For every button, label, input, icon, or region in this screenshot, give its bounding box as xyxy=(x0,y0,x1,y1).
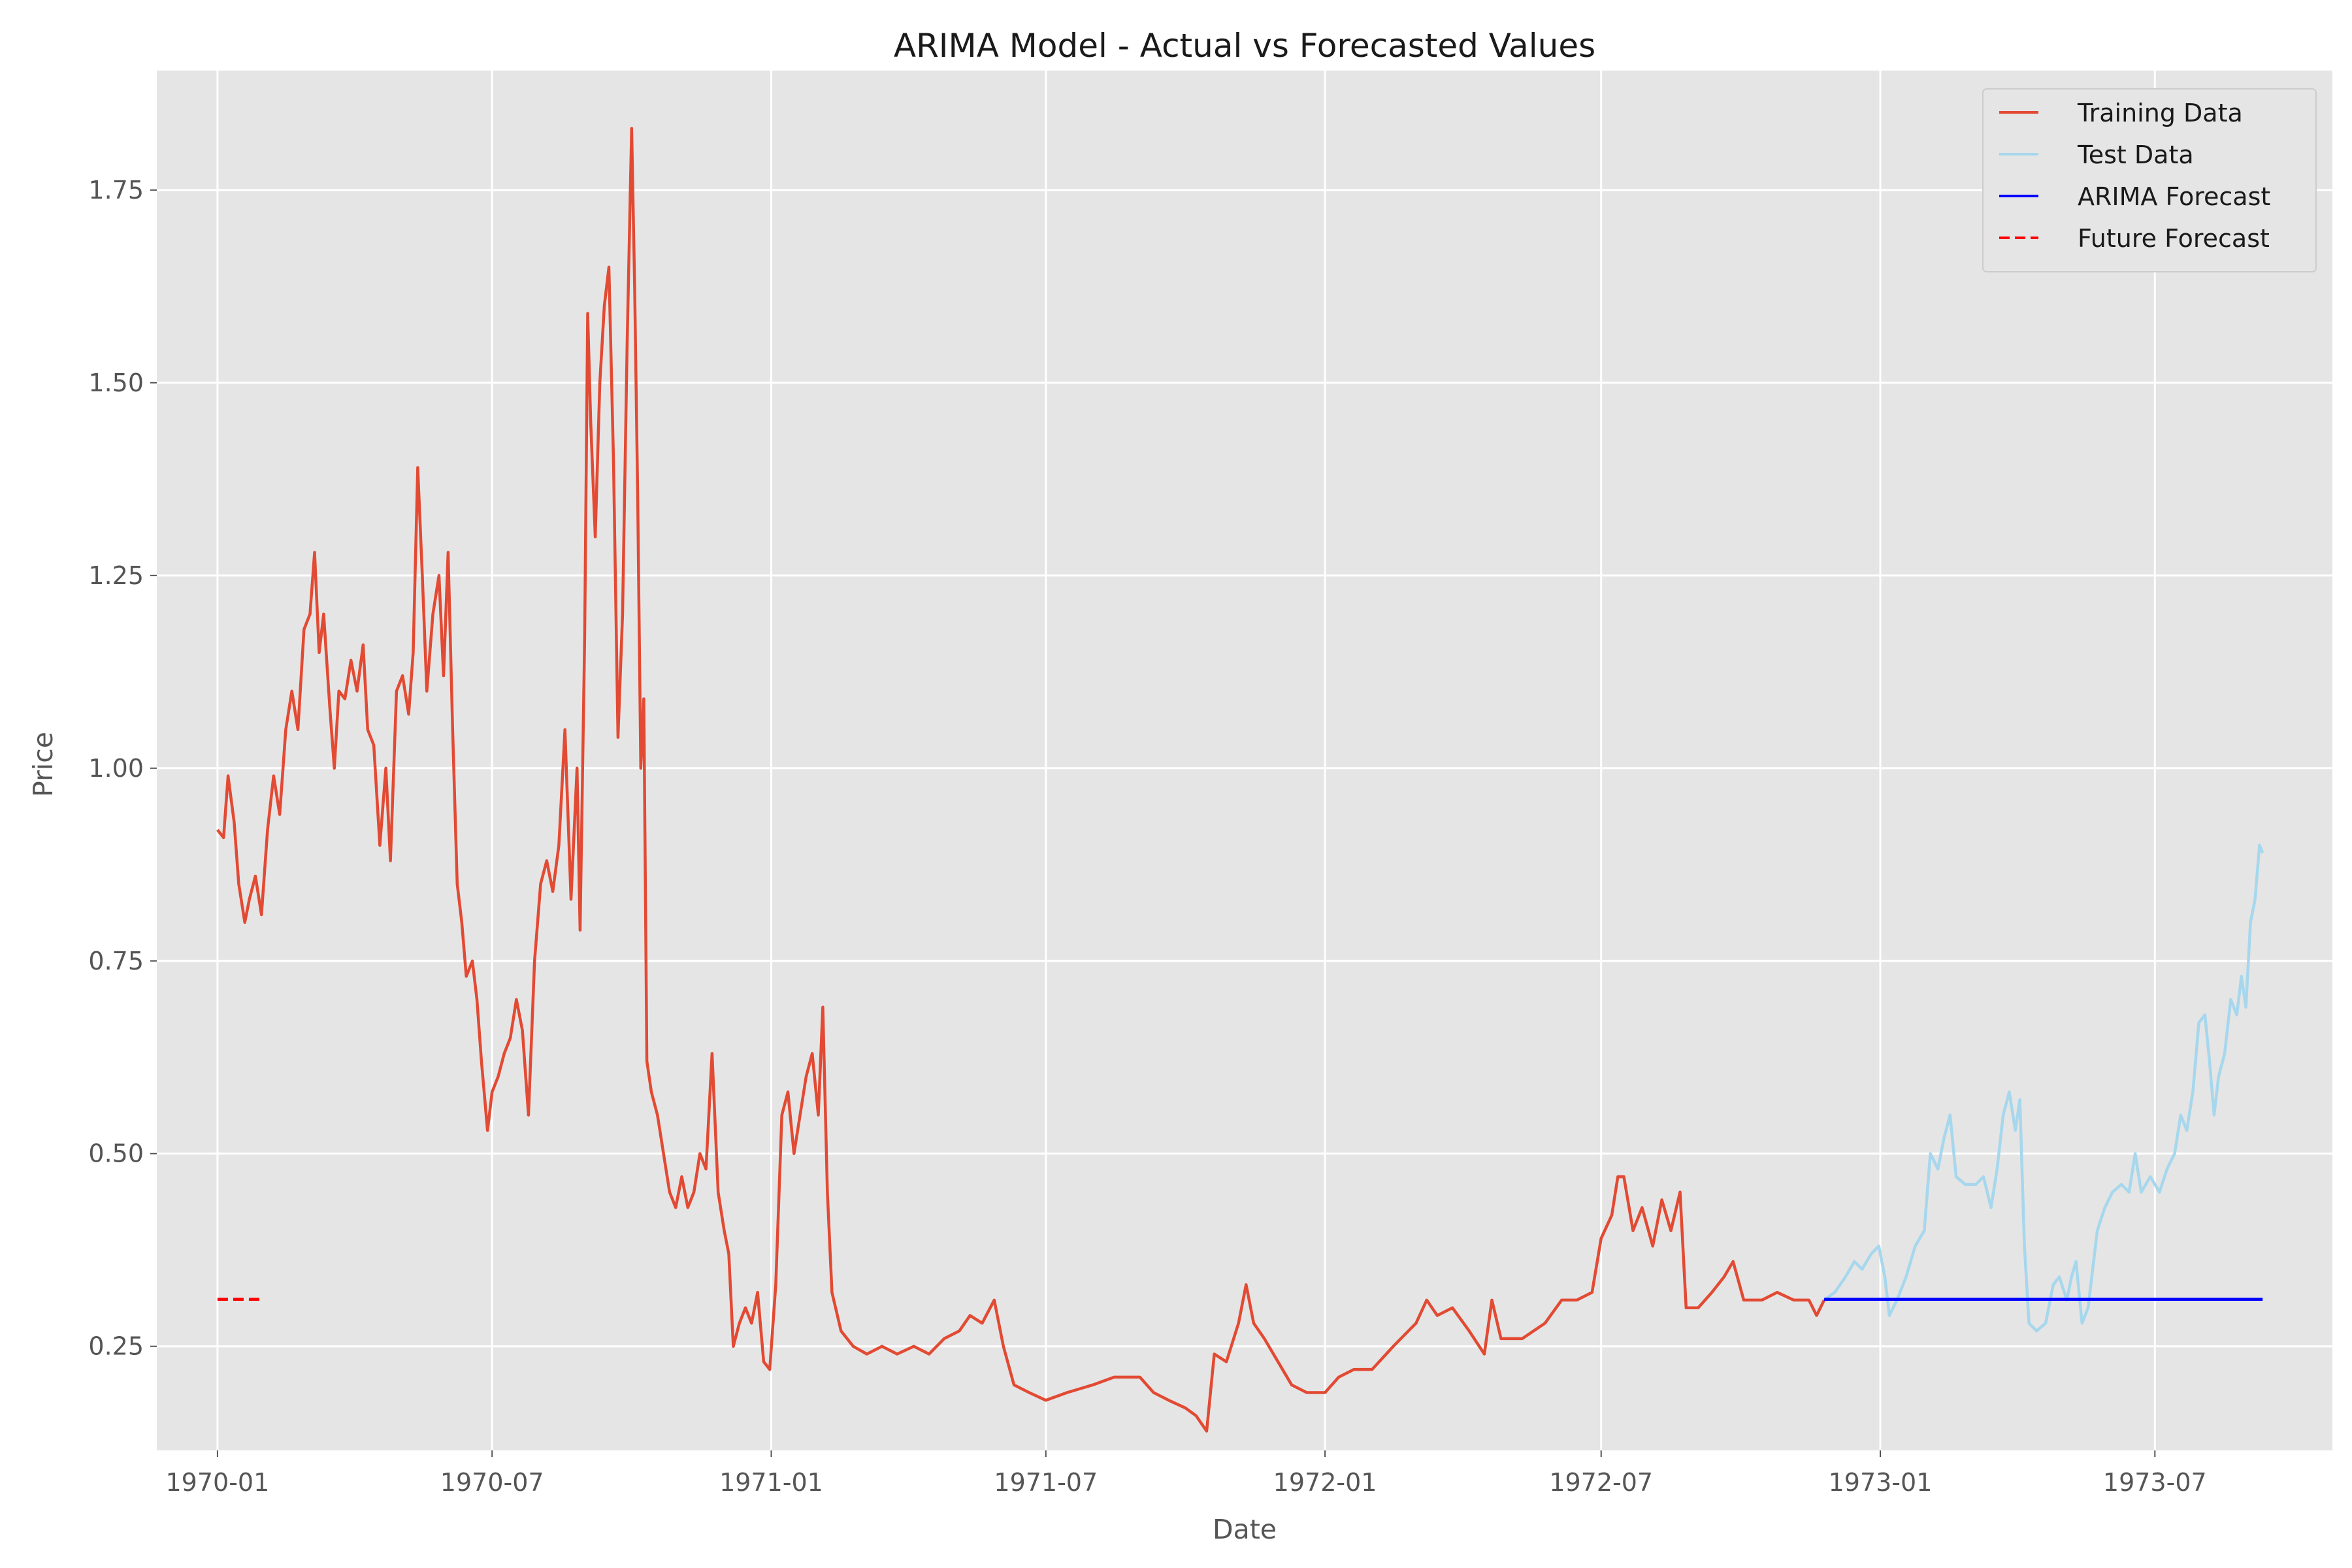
y-tick-label: 1.25 xyxy=(88,561,144,590)
y-axis: 0.25 0.50 0.75 1.00 1.25 1.50 1.75 xyxy=(88,176,157,1361)
legend-label: Training Data xyxy=(2077,99,2243,127)
series-lines xyxy=(216,127,2264,1433)
x-tick-label: 1973-07 xyxy=(2103,1468,2207,1497)
x-tick-label: 1973-01 xyxy=(1829,1468,1933,1497)
chart-title: ARIMA Model - Actual vs Forecasted Value… xyxy=(894,27,1595,65)
y-tick-label: 1.50 xyxy=(88,368,144,397)
x-tick-label: 1971-07 xyxy=(994,1468,1098,1497)
x-tick-label: 1970-01 xyxy=(165,1468,269,1497)
legend-label: Future Forecast xyxy=(2078,224,2270,253)
y-axis-label: Price xyxy=(27,732,59,797)
x-tick-label: 1970-07 xyxy=(440,1468,544,1497)
x-tick-label: 1972-07 xyxy=(1549,1468,1653,1497)
y-tick-label: 1.75 xyxy=(88,176,144,204)
x-tick-label: 1972-01 xyxy=(1273,1468,1377,1497)
x-axis: 1970-01 1970-07 1971-01 1971-07 1972-01 1972-… xyxy=(165,1450,2207,1497)
y-tick-label: 0.25 xyxy=(88,1332,144,1361)
legend: Training Data Test Data ARIMA Forecast F… xyxy=(1982,88,2317,272)
x-axis-label: Date xyxy=(1213,1514,1277,1545)
y-tick-label: 0.50 xyxy=(88,1139,144,1168)
legend-label: Test Data xyxy=(2077,140,2194,169)
series-line-training-data xyxy=(216,127,1826,1433)
plot-area xyxy=(157,71,2332,1450)
legend-label: ARIMA Forecast xyxy=(2078,182,2270,211)
grid xyxy=(157,71,2332,1450)
x-tick-label: 1971-01 xyxy=(719,1468,823,1497)
y-tick-label: 0.75 xyxy=(88,947,144,975)
y-tick-label: 1.00 xyxy=(88,754,144,783)
series-line-test-data xyxy=(1823,843,2264,1333)
legend-box xyxy=(1982,88,2317,272)
